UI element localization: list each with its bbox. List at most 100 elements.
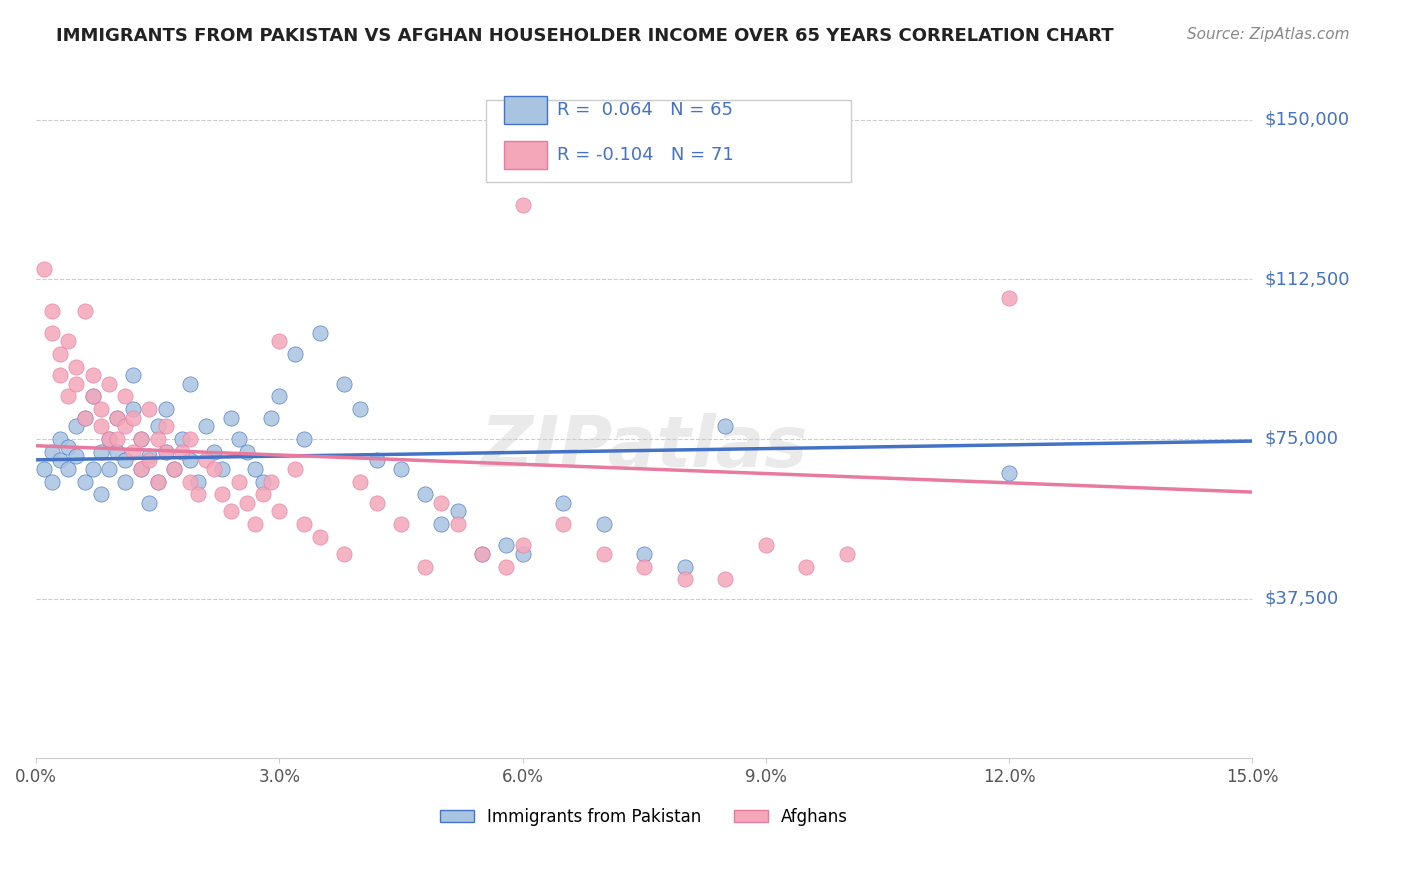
Point [65,376,87,391]
Point [82,368,104,383]
Point [219,410,242,425]
Text: $75,000: $75,000 [1264,430,1339,448]
Point [122,368,145,383]
Point [122,402,145,417]
Point [179,475,201,489]
Point [97,376,120,391]
Point [73,475,96,489]
Point [592,517,614,532]
Point [179,376,201,391]
Point [228,432,250,446]
Point [58,389,80,403]
Point [179,453,201,467]
Point [211,487,233,501]
Point [49,453,72,467]
Point [252,487,274,501]
Point [243,517,266,532]
Point [90,419,112,434]
Point [755,538,778,552]
Point [260,410,283,425]
FancyBboxPatch shape [486,100,851,182]
Point [146,419,169,434]
Point [512,198,534,212]
Point [163,462,186,476]
Point [269,504,291,518]
Legend: Immigrants from Pakistan, Afghans: Immigrants from Pakistan, Afghans [433,801,855,833]
Point [155,444,177,458]
Point [471,547,494,561]
Text: R = -0.104   N = 71: R = -0.104 N = 71 [557,145,734,164]
Point [131,462,153,476]
Point [138,496,160,510]
Point [187,487,209,501]
Point [155,444,177,458]
Point [82,462,104,476]
Point [998,292,1021,306]
Point [551,496,574,510]
Point [219,504,242,518]
Point [714,419,737,434]
Point [90,444,112,458]
Point [170,444,193,458]
Point [292,432,315,446]
Point [430,496,453,510]
Text: $150,000: $150,000 [1264,111,1350,128]
Point [122,444,145,458]
Point [41,326,63,340]
Point [49,432,72,446]
Point [131,432,153,446]
Point [138,453,160,467]
Point [228,475,250,489]
Point [82,389,104,403]
Point [835,547,858,561]
Point [446,504,468,518]
Point [673,559,696,574]
Point [389,517,412,532]
Point [413,487,436,501]
Point [114,389,136,403]
Point [998,466,1021,480]
Point [131,462,153,476]
Point [195,419,218,434]
Point [211,462,233,476]
Point [32,261,55,276]
Point [495,559,517,574]
Point [146,432,169,446]
Point [65,419,87,434]
Point [105,444,128,458]
Point [49,368,72,383]
Point [284,462,307,476]
Point [349,475,371,489]
Point [73,410,96,425]
Point [114,475,136,489]
Point [65,359,87,374]
Text: ZIPatlas: ZIPatlas [481,413,808,483]
Point [41,304,63,318]
Point [114,453,136,467]
Point [714,573,737,587]
Point [308,326,330,340]
Point [90,487,112,501]
Text: Source: ZipAtlas.com: Source: ZipAtlas.com [1187,27,1350,42]
Point [32,462,55,476]
Point [122,410,145,425]
Point [58,441,80,455]
Point [633,547,655,561]
Point [471,547,494,561]
Point [105,432,128,446]
Point [58,462,80,476]
Point [236,496,259,510]
Point [413,559,436,574]
Point [673,573,696,587]
Point [97,432,120,446]
Text: R =  0.064   N = 65: R = 0.064 N = 65 [557,101,733,119]
Point [105,410,128,425]
Point [82,389,104,403]
Text: $112,500: $112,500 [1264,270,1350,288]
Point [138,402,160,417]
Point [58,334,80,348]
Point [105,410,128,425]
Point [41,444,63,458]
Bar [505,96,547,124]
Point [155,402,177,417]
